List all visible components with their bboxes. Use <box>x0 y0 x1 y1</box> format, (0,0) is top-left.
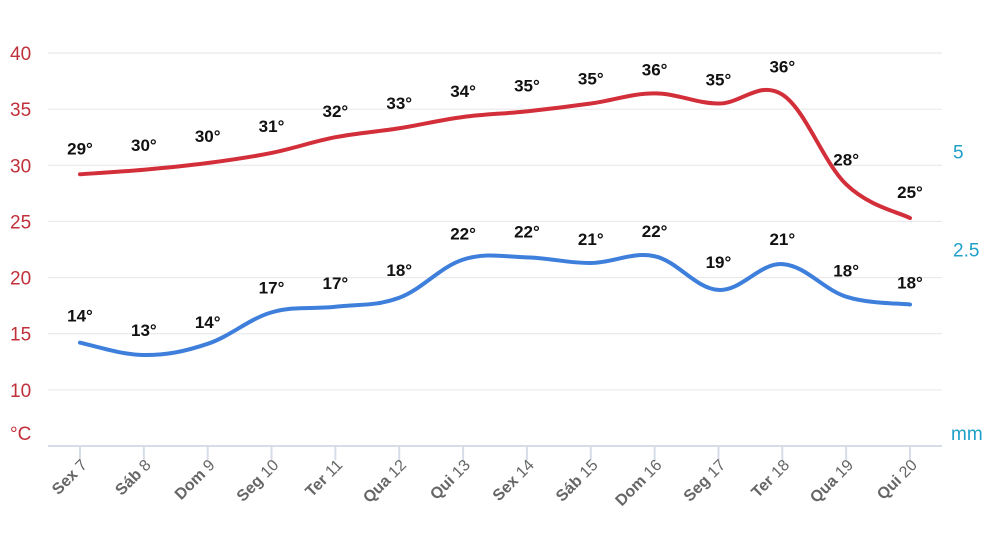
x-tick-label: Qui 20 <box>874 457 921 504</box>
min-temperature-label: 19° <box>706 253 732 272</box>
min-temperature-label: 17° <box>259 278 285 297</box>
x-tick-label: Ter 18 <box>749 457 794 502</box>
x-tick-label: Dom 9 <box>172 457 219 504</box>
max-temperature-label: 31° <box>259 117 285 136</box>
max-temperature-label: 34° <box>450 82 476 101</box>
x-tick-label: Sáb 15 <box>553 457 602 506</box>
max-temperature-line <box>78 87 912 221</box>
y-left-tick-label: 40 <box>10 44 31 65</box>
max-temperature-label: 32° <box>323 102 349 121</box>
data-labels: 29° 30° 30° 31° 32° 33° 34° 35° 35° 36° 35° 36° 28° 2… <box>67 58 923 341</box>
y-left-tick-label: 15 <box>10 325 31 346</box>
min-temperature-label: 18° <box>897 274 923 293</box>
x-axis-ticks: Sex 7 Sáb 8 Dom 9 Seg 10 Ter 11 Qua 12 Qui 13 S… <box>49 457 921 510</box>
y-left-tick-label: 25 <box>10 212 31 233</box>
y-left-tick-label: 20 <box>10 269 31 290</box>
max-temperature-label: 25° <box>897 183 923 202</box>
x-tick-label: Qui 13 <box>427 457 474 504</box>
min-temperature-line <box>78 253 912 358</box>
min-temperature-label: 14° <box>195 313 221 332</box>
min-temperature-label: 14° <box>67 307 93 326</box>
max-temperature-label: 36° <box>642 60 668 79</box>
max-temperature-label: 28° <box>833 150 859 169</box>
y-right-unit-label: mm <box>951 424 983 445</box>
y-axis-ticks: 40 35 30 25 20 15 10 °C 5 2.5 mm <box>10 44 983 445</box>
y-left-tick-label: 10 <box>10 381 31 402</box>
min-temperature-label: 17° <box>323 274 349 293</box>
y-right-tick-label: 5 <box>953 142 964 163</box>
max-temperature-label: 36° <box>769 58 795 77</box>
x-tick-label: Sáb 8 <box>112 457 154 499</box>
min-temperature-label: 22° <box>450 225 476 244</box>
max-temperature-label: 35° <box>514 76 540 95</box>
x-tick-label: Sex 7 <box>49 457 91 499</box>
max-temperature-label: 35° <box>706 71 732 90</box>
max-temperature-label: 33° <box>386 94 412 113</box>
series-lines <box>78 87 912 358</box>
x-axis <box>48 445 942 460</box>
min-temperature-label: 18° <box>833 262 859 281</box>
x-tick-label: Qua 19 <box>807 457 857 507</box>
max-temperature-label: 30° <box>195 127 221 146</box>
max-temperature-label: 35° <box>578 70 604 89</box>
min-temperature-label: 22° <box>642 222 668 241</box>
min-temperature-label: 22° <box>514 222 540 241</box>
min-temperature-label: 21° <box>578 230 604 249</box>
x-tick-label: Seg 10 <box>234 457 283 506</box>
x-tick-label: Qua 12 <box>360 457 410 507</box>
x-tick-label: Dom 16 <box>613 457 666 510</box>
min-temperature-label: 13° <box>131 321 157 340</box>
min-temperature-label: 18° <box>386 261 412 280</box>
min-temperature-label: 21° <box>769 230 795 249</box>
y-left-tick-label: 35 <box>10 100 31 121</box>
grid-lines <box>48 52 942 391</box>
x-tick-label: Seg 17 <box>681 457 730 506</box>
max-temperature-label: 30° <box>131 136 157 155</box>
x-tick-label: Sex 14 <box>490 457 538 505</box>
x-tick-label: Ter 11 <box>303 457 347 501</box>
y-left-tick-label: 30 <box>10 156 31 177</box>
max-temperature-label: 29° <box>67 139 93 158</box>
y-left-unit-label: °C <box>10 424 31 445</box>
y-right-tick-label: 2.5 <box>953 241 979 262</box>
